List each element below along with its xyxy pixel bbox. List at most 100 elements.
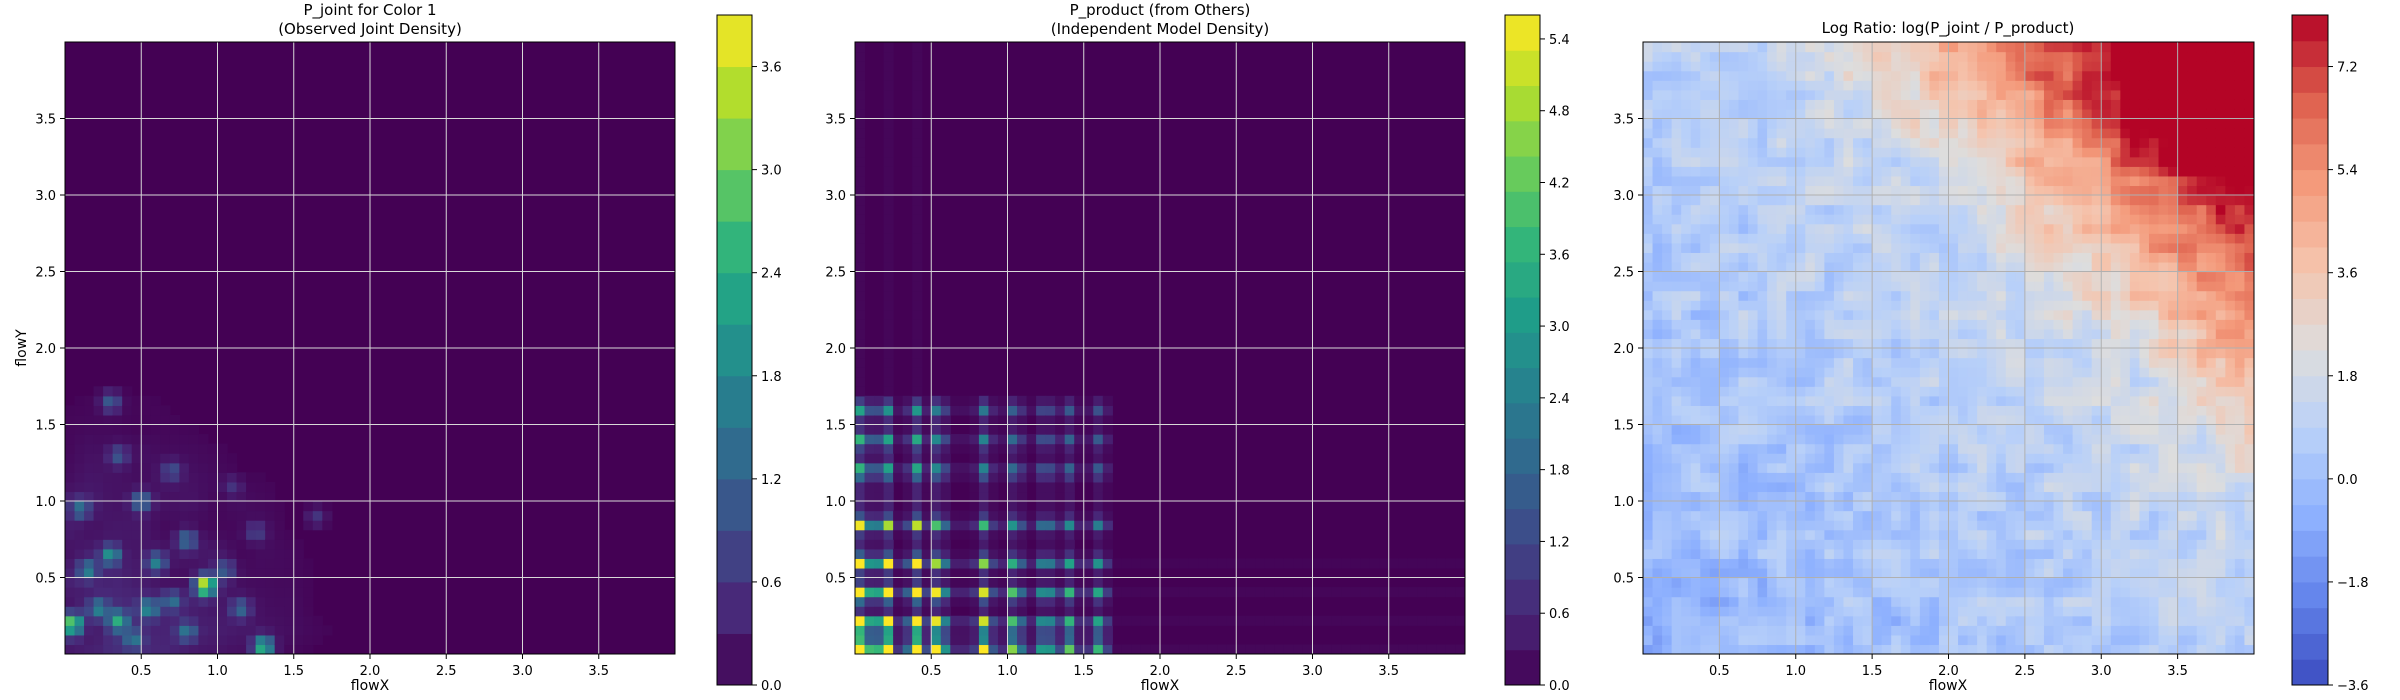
density-cell <box>1872 108 1883 120</box>
density-cell <box>1795 520 1806 531</box>
density-cell <box>1938 309 1950 320</box>
density-cell <box>2024 615 2036 626</box>
density-cell <box>150 491 161 502</box>
density-cell <box>1958 481 1969 493</box>
density-cell <box>255 548 266 559</box>
density-cell <box>2005 319 2016 330</box>
density-cell <box>912 204 923 215</box>
density-cell <box>1709 99 1720 110</box>
density-cell <box>1919 587 1931 598</box>
density-cell <box>1919 128 1931 139</box>
density-cell <box>1833 319 1845 330</box>
density-cell <box>274 577 285 588</box>
density-cell <box>1738 118 1749 129</box>
density-cell <box>84 481 95 493</box>
density-cell <box>1977 99 1988 110</box>
density-cell <box>883 520 894 531</box>
density-cell <box>1026 510 1037 521</box>
density-cell <box>1919 195 1931 206</box>
density-cell <box>2043 319 2055 330</box>
density-cell <box>236 625 247 636</box>
density-cell <box>2091 128 2102 139</box>
density-cell <box>2120 261 2131 273</box>
density-cell <box>1986 309 1997 320</box>
density-cell <box>1986 128 1997 139</box>
density-cell <box>65 443 76 454</box>
density-cell <box>2005 233 2016 244</box>
density-cell <box>2024 70 2036 81</box>
density-cell <box>1738 634 1749 646</box>
density-cell <box>160 558 171 569</box>
density-cell <box>2082 625 2093 636</box>
density-cell <box>2053 319 2064 330</box>
density-cell <box>1938 414 1950 426</box>
density-cell <box>969 424 980 435</box>
density-cell <box>1929 357 1940 368</box>
density-cell <box>1776 462 1787 473</box>
density-cell <box>1958 42 1969 53</box>
density-cell <box>1643 300 1654 311</box>
density-cell <box>1881 414 1892 426</box>
density-cell <box>1728 328 1740 340</box>
y-tick-label: 2.5 <box>825 266 846 281</box>
density-cell <box>940 424 951 435</box>
density-cell <box>1662 290 1673 301</box>
density-cell <box>1417 587 1428 598</box>
density-cell <box>2072 348 2083 359</box>
density-cell <box>131 558 142 569</box>
density-cell <box>2110 376 2121 387</box>
density-cell <box>1910 481 1921 493</box>
density-cell <box>1776 606 1787 617</box>
density-cell <box>1843 386 1854 397</box>
density-cell <box>1700 424 1711 435</box>
density-cell <box>2082 108 2093 120</box>
density-cell <box>1967 558 1978 569</box>
density-cell <box>1007 587 1018 598</box>
density-cell <box>1814 328 1825 340</box>
density-cell <box>2091 386 2102 397</box>
density-cell <box>1662 567 1673 579</box>
density-cell <box>1900 128 1911 139</box>
density-cell <box>1891 42 1902 53</box>
density-cell <box>1036 405 1047 416</box>
density-cell <box>1719 147 1730 158</box>
density-cell <box>1671 61 1682 72</box>
density-cell <box>1929 70 1940 81</box>
density-cell <box>1709 233 1720 244</box>
density-cell <box>1929 128 1940 139</box>
density-cell <box>1690 300 1701 311</box>
density-cell <box>1824 118 1835 129</box>
density-cell <box>855 51 866 62</box>
density-cell <box>1910 319 1921 330</box>
density-cell <box>1643 567 1654 579</box>
x-tick-label: 2.0 <box>1150 664 1171 679</box>
density-cell <box>1681 42 1692 53</box>
density-cell <box>1169 644 1180 654</box>
chart-title-line2: (Independent Model Density) <box>1051 20 1269 38</box>
density-cell <box>198 443 209 454</box>
density-cell <box>1938 462 1950 473</box>
density-cell <box>1900 319 1911 330</box>
density-cell <box>1977 51 1988 62</box>
colorbar-tick-label: 0.0 <box>761 679 782 694</box>
density-cell <box>864 558 875 569</box>
density-cell <box>1872 529 1883 540</box>
density-cell <box>883 548 894 559</box>
density-cell <box>1843 634 1854 646</box>
colorbar-tick-label: 0.0 <box>1549 679 1570 694</box>
density-cell <box>1814 625 1825 636</box>
density-cell <box>1853 261 1864 273</box>
density-cell <box>959 472 970 483</box>
density-cell <box>1948 577 1959 588</box>
density-cell <box>1738 42 1749 53</box>
density-cell <box>1986 319 1997 330</box>
density-cell <box>1757 309 1768 320</box>
density-cell <box>1690 596 1701 607</box>
density-cell <box>1748 472 1759 483</box>
density-cell <box>997 520 1009 531</box>
density-cell <box>997 615 1009 626</box>
density-cell <box>1910 185 1921 196</box>
density-cell <box>198 548 209 559</box>
density-cell <box>2043 606 2055 617</box>
density-cell <box>893 443 904 454</box>
